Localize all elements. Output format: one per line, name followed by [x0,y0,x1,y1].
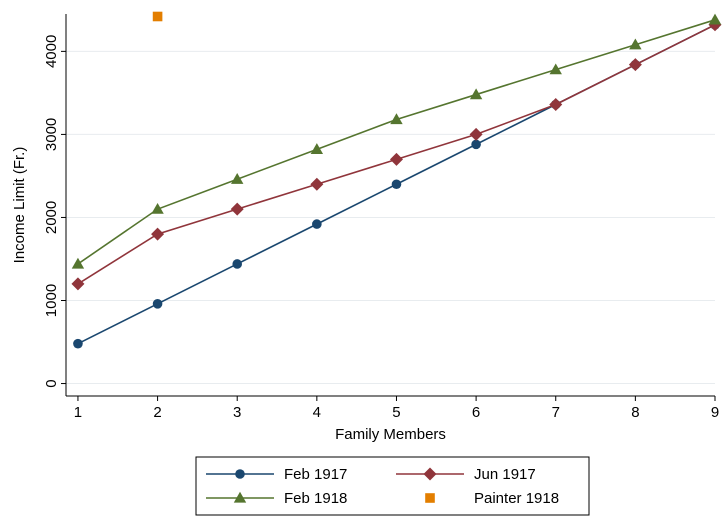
series-2 [71,13,722,269]
data-point [310,177,324,191]
y-tick-label: 4000 [43,35,60,68]
data-point [73,338,83,349]
series-1 [71,18,722,291]
legend-label: Jun 1917 [474,466,536,483]
y-axis-title: Income Limit (Fr.) [11,147,28,264]
data-point [390,113,403,125]
x-tick-label: 7 [552,404,560,421]
x-axis-title: Family Members [335,426,446,443]
legend-marker [235,469,245,479]
data-point [310,143,324,155]
x-tick-label: 1 [74,404,82,421]
data-point [549,63,562,75]
data-point [469,127,483,141]
legend-label: Feb 1917 [284,466,347,483]
data-point [312,219,322,229]
series-3 [152,11,163,22]
data-point [151,227,165,241]
legend-marker [423,467,437,481]
data-point [231,173,244,184]
legend-item: Feb 1918 [206,490,347,507]
legend-marker [233,491,247,503]
data-point [230,202,244,216]
y-tick-label: 3000 [43,118,60,151]
data-point [232,259,243,269]
data-point [708,13,722,25]
legend-label: Feb 1918 [284,490,347,507]
series-line [77,19,716,265]
x-tick-label: 5 [392,404,400,421]
y-tick-label: 0 [43,379,60,387]
legend-item: Painter 1918 [425,490,559,507]
axes: 0 1000 2000 3000 4000 1 2 3 4 5 6 7 8 9 [43,14,719,421]
x-tick-label: 9 [711,404,719,421]
data-point [151,202,164,214]
data-point [628,58,642,72]
x-tick-label: 2 [153,404,161,421]
legend-label: Painter 1918 [474,490,559,507]
legend: Feb 1917 Jun 1917 Feb 1918 Painter 1918 [195,456,590,516]
legend-marker [425,493,435,503]
data-point [152,11,163,22]
legend-item: Jun 1917 [396,466,536,483]
legend-box [195,456,590,516]
data-point [71,257,85,269]
legend-item: Feb 1917 [206,466,347,483]
data-point [629,38,642,50]
y-tick-label: 1000 [43,284,60,317]
series-0 [73,19,720,349]
data-point [389,152,403,166]
data-point [71,277,85,291]
x-tick-label: 6 [472,404,480,421]
x-tick-label: 8 [631,404,639,421]
y-tick-label: 2000 [43,201,60,234]
data-point [469,88,483,100]
gridlines [66,50,715,385]
x-tick-label: 4 [313,404,321,421]
series-layer [71,11,722,349]
data-point [391,179,402,190]
data-point [152,299,163,309]
data-point [549,98,563,112]
x-tick-label: 3 [233,404,241,421]
data-point [471,139,481,150]
